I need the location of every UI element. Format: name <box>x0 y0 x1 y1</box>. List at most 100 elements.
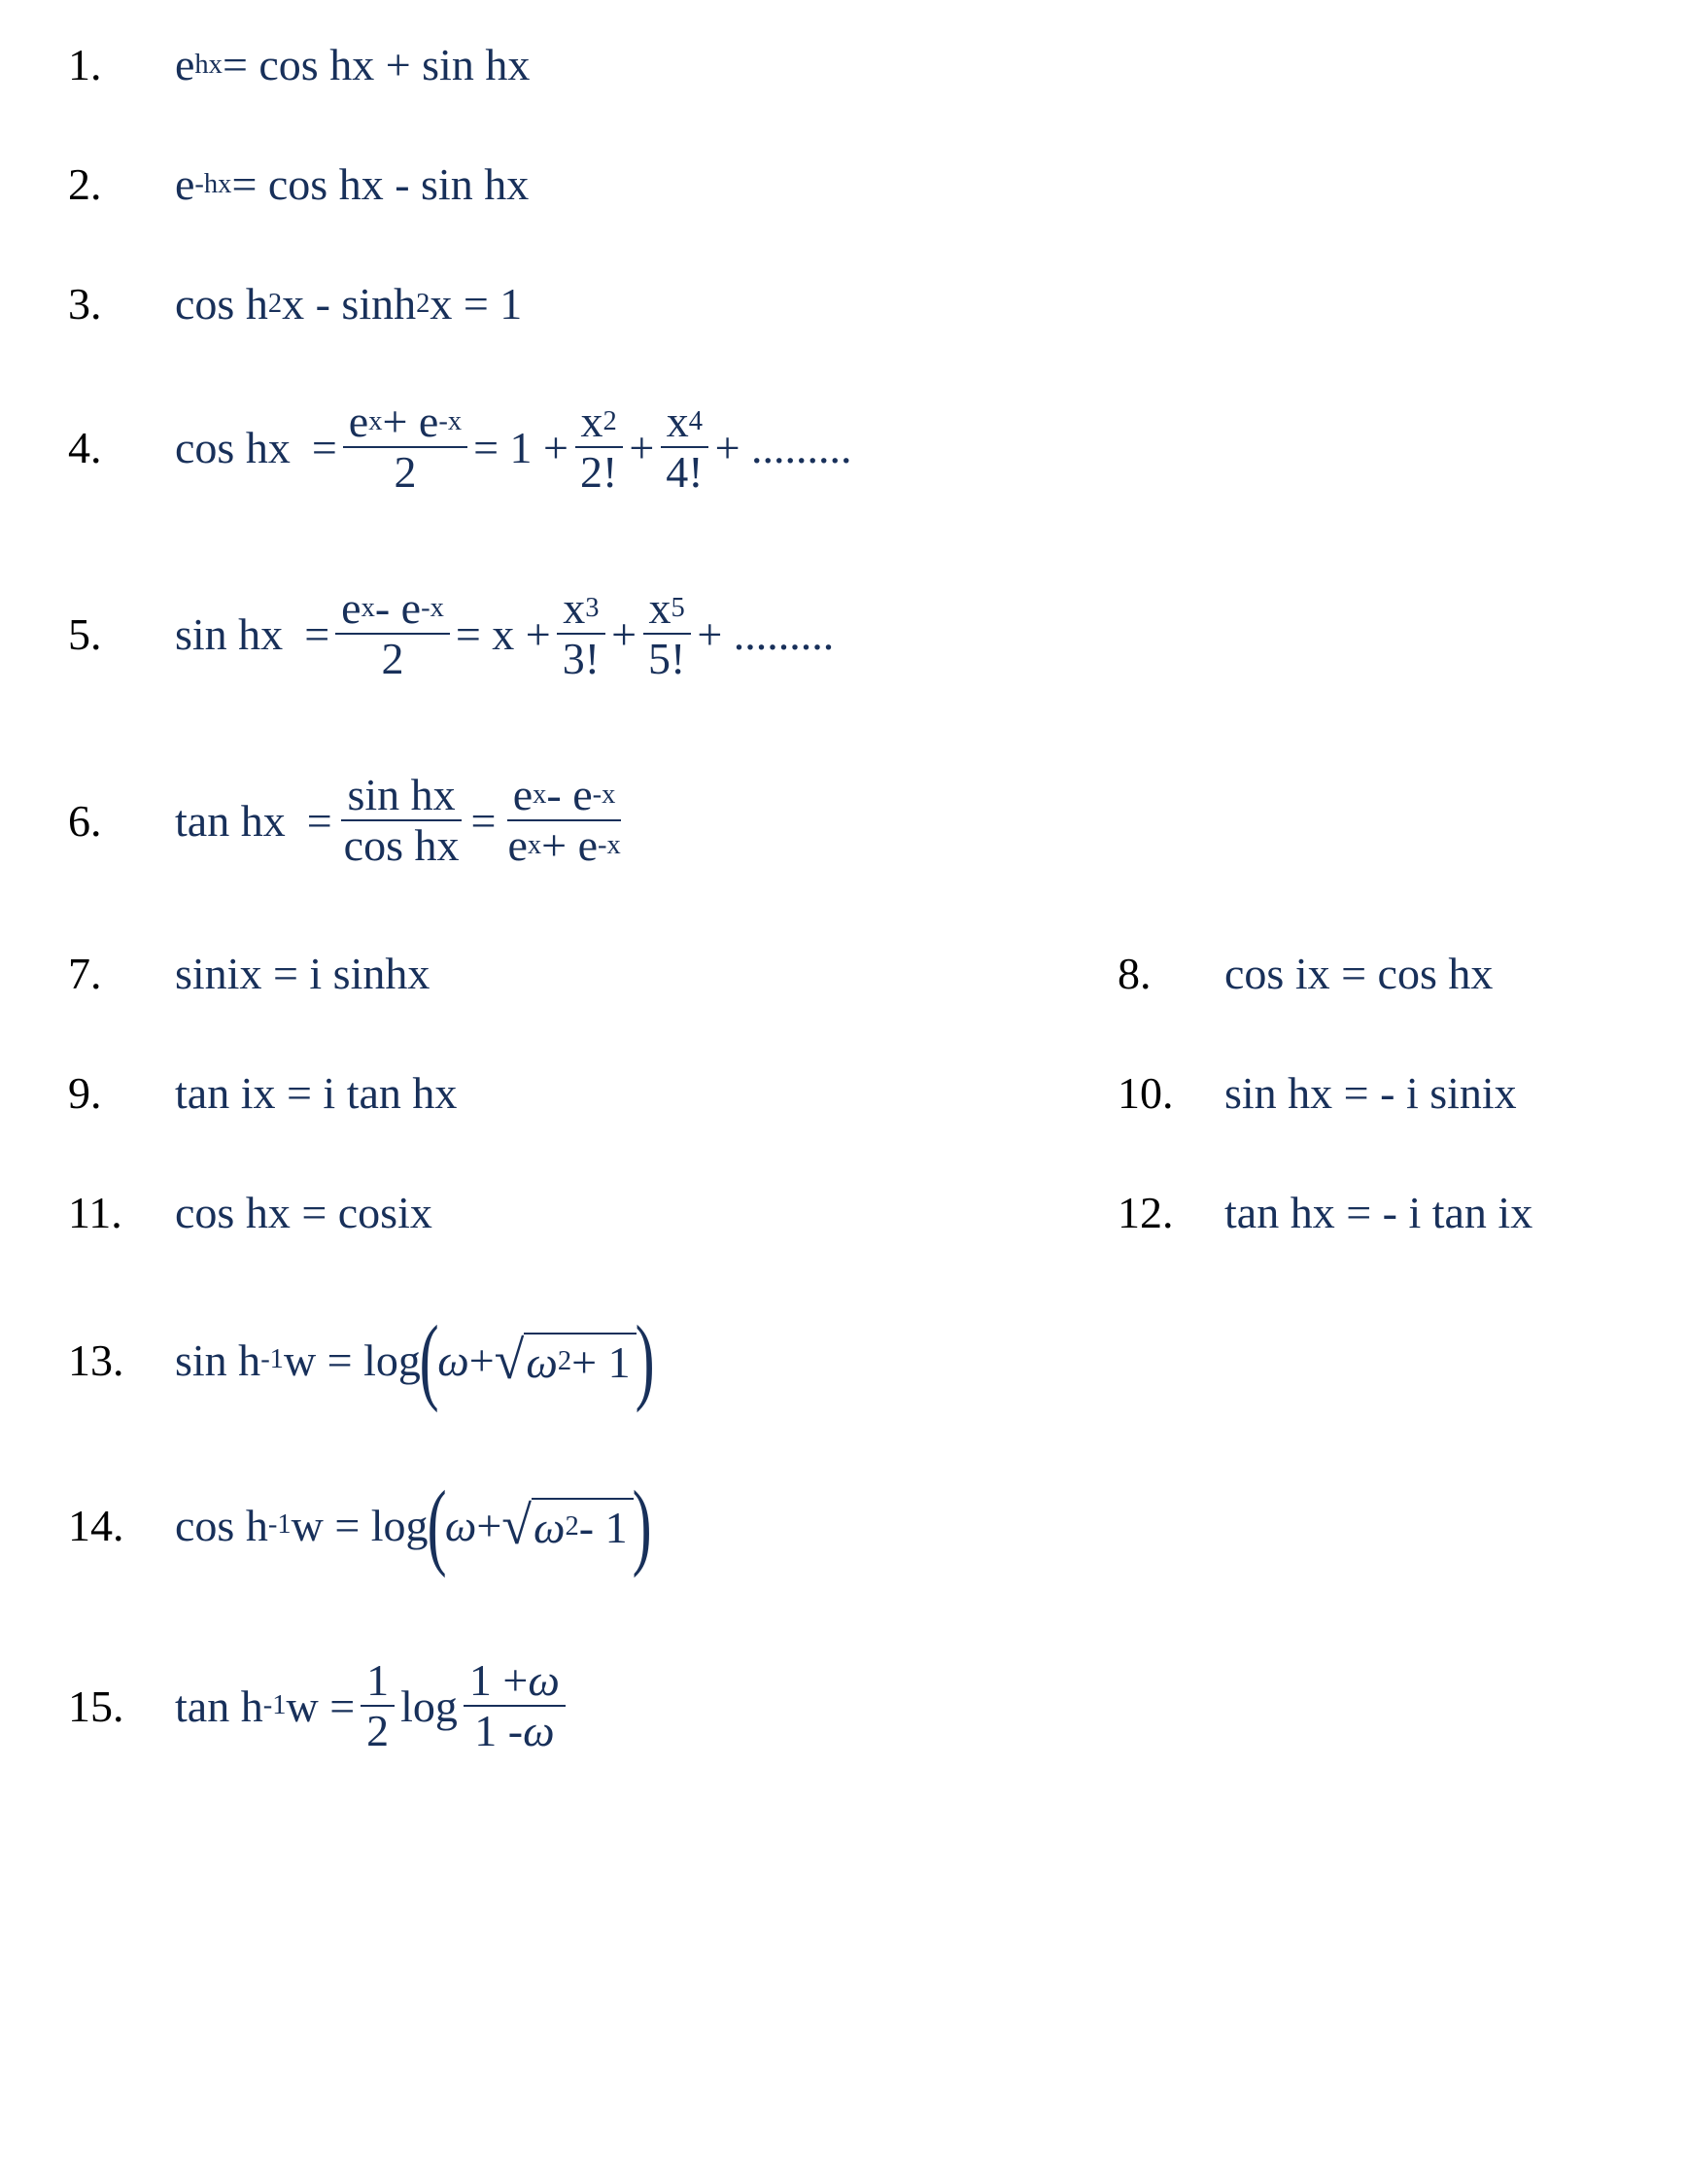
text: cos h <box>175 1500 268 1551</box>
fraction: x5 5! <box>642 584 691 683</box>
denominator: 1 - ω <box>468 1707 560 1755</box>
text: - 1 <box>579 1502 628 1553</box>
item-number: 1. <box>68 39 175 90</box>
radicand: ω2 + 1 <box>524 1333 636 1388</box>
fraction: ex - e-x 2 <box>335 584 450 683</box>
text: = <box>470 795 496 847</box>
text: e <box>341 586 361 631</box>
item-number: 4. <box>68 422 175 473</box>
formula-row-15: 15. tan h-1w = 1 2 log 1 + ω 1 - ω <box>68 1656 1629 1755</box>
text: x <box>649 586 671 631</box>
item-number: 2. <box>68 158 175 210</box>
text: w = <box>286 1681 355 1732</box>
denominator: ex + e-x <box>501 821 626 870</box>
fraction: x3 3! <box>557 584 605 683</box>
formula-row-6: 6. tan hx = sin hx cos hx = ex - e-x ex … <box>68 771 1629 870</box>
right-paren: ) <box>635 1326 654 1394</box>
formula-row-5: 5. sin hx = ex - e-x 2 = x + x3 3! + x <box>68 584 1629 683</box>
text: + <box>629 422 654 473</box>
formula-item-12: 12. tan hx = - i tan ix <box>1118 1187 1532 1238</box>
item-number: 6. <box>68 795 175 847</box>
text: 1 - <box>474 1709 523 1753</box>
text: e <box>349 399 368 444</box>
formula-item-6: 6. tan hx = sin hx cos hx = ex - e-x ex … <box>68 771 633 870</box>
text: + e <box>541 823 598 868</box>
text: x <box>581 399 603 444</box>
formula-row-14: 14. cos h-1w = log ( ω + √ ω2 - 1 ) <box>68 1491 1629 1559</box>
denominator: 2 <box>361 1707 395 1755</box>
numerator: x2 <box>575 398 623 448</box>
text: tan h <box>175 1681 263 1732</box>
text: + e <box>382 399 438 444</box>
left-paren: ( <box>420 1326 439 1394</box>
formula-row-1: 1. ehx = cos hx + sin hx <box>68 39 1629 90</box>
text: = cos hx - sin hx <box>231 158 529 210</box>
omega: ω <box>437 1335 468 1386</box>
text: + <box>611 608 637 660</box>
formula-11: cos hx = cosix <box>175 1187 432 1238</box>
formula-9: tan ix = i tan hx <box>175 1067 457 1119</box>
numerator: ex + e-x <box>343 398 467 448</box>
text: tan hx <box>175 795 286 847</box>
text: sin h <box>175 1335 260 1386</box>
omega: ω <box>445 1500 476 1551</box>
formula-row-13: 13. sin h-1w = log ( ω + √ ω2 + 1 ) <box>68 1326 1629 1394</box>
formula-row-7-8: 7. sinix = i sinhx 8. cos ix = cos hx <box>68 948 1629 999</box>
item-number: 14. <box>68 1500 175 1551</box>
formula-13: sin h-1w = log ( ω + √ ω2 + 1 ) <box>175 1326 653 1394</box>
denominator: 5! <box>642 635 691 683</box>
numerator: ex - e-x <box>335 584 450 635</box>
formula-item-10: 10. sin hx = - i sinix <box>1118 1067 1517 1119</box>
numerator: x4 <box>661 398 708 448</box>
fraction: sin hx cos hx <box>338 771 465 870</box>
formula-item-14: 14. cos h-1w = log ( ω + √ ω2 - 1 ) <box>68 1491 650 1559</box>
fraction: x2 2! <box>574 398 623 497</box>
formula-3: cos h2x - sinh2x = 1 <box>175 278 522 329</box>
item-number: 11. <box>68 1187 175 1238</box>
item-number: 8. <box>1118 948 1224 999</box>
numerator: x3 <box>557 584 604 635</box>
formula-12: tan hx = - i tan ix <box>1224 1187 1532 1238</box>
fraction: 1 + ω 1 - ω <box>464 1656 566 1755</box>
right-paren: ) <box>632 1491 651 1559</box>
formula-row-9-10: 9. tan ix = i tan hx 10. sin hx = - i si… <box>68 1067 1629 1119</box>
numerator: x5 <box>643 584 691 635</box>
text: + <box>469 1335 495 1386</box>
text: = <box>304 608 329 660</box>
item-number: 5. <box>68 608 175 660</box>
formula-row-4: 4. cos hx = ex + e-x 2 = 1 + x2 2! + x <box>68 398 1629 497</box>
denominator: 4! <box>660 448 708 497</box>
text: + ......... <box>697 608 834 660</box>
formula-item-7: 7. sinix = i sinhx <box>68 948 865 999</box>
item-number: 3. <box>68 278 175 329</box>
item-number: 9. <box>68 1067 175 1119</box>
text: cos hx <box>175 422 291 473</box>
radical-icon: √ <box>501 1502 532 1557</box>
text: = cos hx + sin hx <box>223 39 530 90</box>
formula-row-11-12: 11. cos hx = cosix 12. tan hx = - i tan … <box>68 1187 1629 1238</box>
formula-item-1: 1. ehx = cos hx + sin hx <box>68 39 530 90</box>
formula-6: tan hx = sin hx cos hx = ex - e-x ex + e… <box>175 771 633 870</box>
text: w = log <box>284 1335 421 1386</box>
text: sin hx <box>175 608 283 660</box>
formula-14: cos h-1w = log ( ω + √ ω2 - 1 ) <box>175 1491 650 1559</box>
text: = 1 + <box>473 422 568 473</box>
text: = x + <box>456 608 551 660</box>
text: e <box>507 823 527 868</box>
formula-7: sinix = i sinhx <box>175 948 430 999</box>
denominator: 2 <box>375 635 409 683</box>
text: - e <box>546 773 592 817</box>
formula-item-13: 13. sin h-1w = log ( ω + √ ω2 + 1 ) <box>68 1326 653 1394</box>
formula-item-15: 15. tan h-1w = 1 2 log 1 + ω 1 - ω <box>68 1656 571 1755</box>
formula-15: tan h-1w = 1 2 log 1 + ω 1 - ω <box>175 1656 571 1755</box>
text: - e <box>375 586 421 631</box>
text: = <box>307 795 332 847</box>
text: e <box>175 158 194 210</box>
formula-item-4: 4. cos hx = ex + e-x 2 = 1 + x2 2! + x <box>68 398 852 497</box>
formula-1: ehx = cos hx + sin hx <box>175 39 530 90</box>
denominator: cos hx <box>338 821 465 870</box>
fraction: ex - e-x ex + e-x <box>501 771 626 870</box>
text: cos h <box>175 278 268 329</box>
text: e <box>513 773 533 817</box>
formula-row-2: 2. e-hx = cos hx - sin hx <box>68 158 1629 210</box>
